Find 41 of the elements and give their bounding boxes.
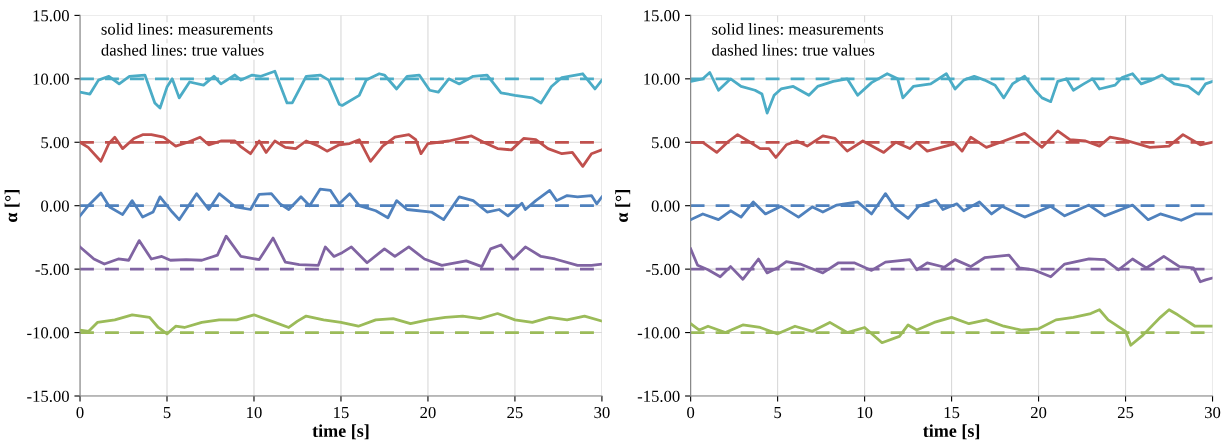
- y-tick-label: 10.00: [33, 73, 69, 85]
- line-series: [690, 247, 1213, 284]
- x-tick-label: 30: [1205, 406, 1221, 419]
- y-tick-label: -15.00: [637, 390, 680, 403]
- x-tick-label: 0: [76, 406, 84, 419]
- y-tick-label: -5.00: [35, 263, 69, 276]
- line-series: [690, 192, 1213, 222]
- y-tick-label: 15.00: [644, 10, 680, 22]
- annotation: dashed lines: true values: [101, 43, 264, 56]
- x-tick-label: 25: [507, 406, 523, 419]
- y-axis-title: α [°]: [615, 190, 631, 222]
- x-axis-title: time [s]: [923, 424, 980, 440]
- x-tick-label: 20: [1030, 406, 1047, 419]
- y-tick-label: -15.00: [27, 390, 69, 403]
- x-tick-label: 5: [774, 407, 782, 419]
- y-tick-label: 5.00: [652, 136, 680, 149]
- x-tick-label: 15: [334, 406, 349, 419]
- x-axis-title: time [s]: [312, 424, 369, 440]
- line-series: [690, 308, 1213, 347]
- y-tick-label: 15.00: [33, 10, 69, 22]
- y-tick-label: -10.00: [637, 327, 680, 339]
- line-series: [80, 187, 602, 222]
- x-tick-label: 25: [1117, 406, 1134, 419]
- x-tick-label: 0: [687, 406, 695, 419]
- annotation: solid lines: measurements: [712, 23, 884, 35]
- x-tick-label: 15: [944, 406, 960, 419]
- y-tick-label: -10.00: [27, 327, 69, 339]
- x-tick-label: 30: [594, 406, 610, 419]
- y-tick-label: 10.00: [644, 73, 680, 85]
- y-axis-title: α [°]: [4, 190, 20, 222]
- annotation: solid lines: measurements: [101, 23, 273, 35]
- line-series: [80, 234, 602, 268]
- x-tick-label: 5: [163, 407, 171, 419]
- y-tick-label: -5.00: [646, 263, 680, 276]
- x-tick-label: 20: [420, 406, 436, 419]
- annotation: dashed lines: true values: [712, 43, 875, 56]
- y-tick-label: 0.00: [651, 200, 680, 212]
- x-tick-label: 10: [247, 406, 262, 419]
- y-tick-label: 0.00: [41, 200, 69, 212]
- x-tick-label: 10: [857, 406, 873, 419]
- y-tick-label: 5.00: [41, 136, 69, 149]
